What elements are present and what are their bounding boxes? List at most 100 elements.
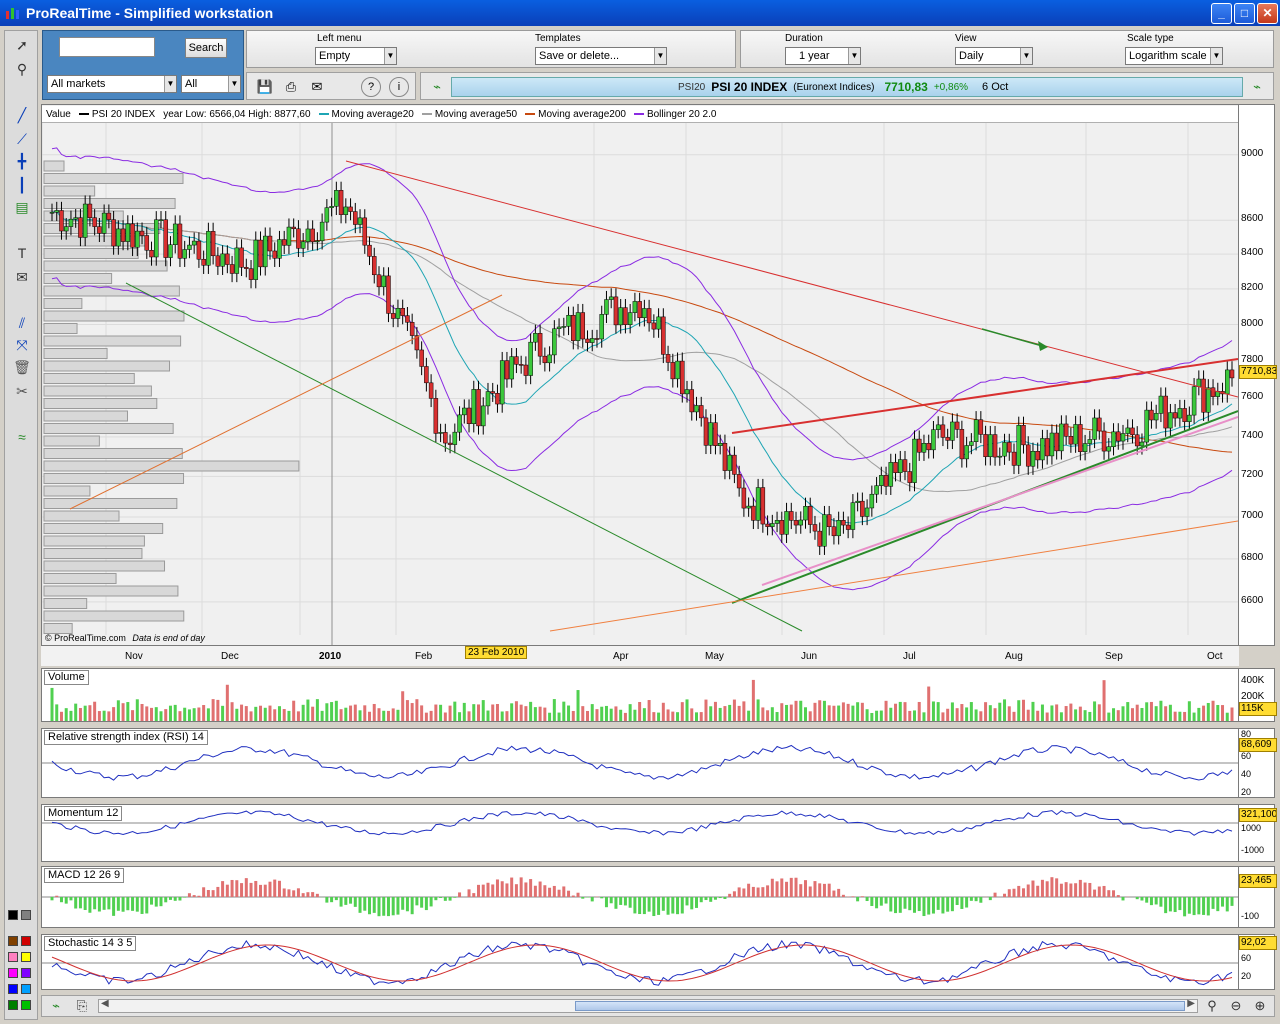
zoom-in-icon[interactable]: ⊕ (1254, 998, 1266, 1013)
indicator-line (51, 939, 1233, 986)
text-tool-icon[interactable]: T (17, 245, 27, 261)
info-icon[interactable]: i (389, 77, 409, 97)
ray-tool-icon[interactable]: ⟋ (17, 131, 27, 147)
volume-bar (822, 700, 826, 721)
volume-bar (202, 705, 206, 721)
color-swatch[interactable] (21, 1000, 31, 1010)
color-swatch[interactable] (8, 952, 18, 962)
macd-bar (396, 897, 400, 915)
legend-series-label: PSI 20 INDEX (91, 108, 156, 120)
color-swatch[interactable] (21, 984, 31, 994)
minimize-button[interactable]: _ (1211, 3, 1232, 24)
channel-tool-icon[interactable]: ⫽ (18, 315, 26, 331)
horizontal-scrollbar[interactable]: ◀ ▶ (98, 998, 1198, 1013)
macd-bar (211, 890, 215, 897)
scrollbar-thumb[interactable] (575, 1001, 1185, 1011)
zoom-select-icon[interactable]: ⚲ (1207, 998, 1217, 1013)
macd-bar (495, 879, 499, 897)
candle-body (698, 405, 704, 419)
chart-add-icon[interactable]: ⌁ (52, 998, 60, 1013)
candle-body (1116, 431, 1121, 442)
chart-new-icon[interactable]: ⌁ (433, 79, 441, 94)
macd-bar (761, 887, 765, 897)
macd-bar (657, 897, 661, 915)
color-swatch[interactable] (21, 910, 31, 920)
candle-body (632, 301, 638, 313)
volume-bar (761, 707, 765, 721)
scroll-left-icon[interactable]: ◀ (101, 998, 109, 1009)
volume-bar (500, 711, 504, 721)
zoom-icon[interactable]: ⚲ (16, 61, 28, 77)
print-icon[interactable]: ⎙ (285, 79, 297, 94)
color-swatch[interactable] (8, 910, 18, 920)
candle-body (395, 307, 401, 319)
horizontal-line-icon[interactable]: ╋ (17, 153, 27, 169)
color-swatch[interactable] (21, 952, 31, 962)
volume-profile-bar (43, 598, 88, 609)
candle-body (580, 312, 586, 340)
volume-bar (477, 704, 481, 721)
market-select[interactable]: All markets ▼ (47, 75, 177, 93)
email-icon[interactable]: ✉ (311, 79, 323, 94)
volume-bar (64, 708, 68, 721)
candle-body (921, 443, 927, 453)
vertical-line-icon[interactable]: ┃ (17, 177, 27, 193)
eod-note: Data is end of day (132, 633, 205, 643)
candle-body (433, 398, 439, 434)
volume-bar (680, 702, 684, 721)
volume-bar (150, 707, 154, 721)
link-tool-icon[interactable]: ⤧ (16, 337, 28, 353)
macd-bar (609, 897, 613, 904)
volume-bar (1164, 706, 1168, 721)
settings-icon[interactable]: ✂ (16, 383, 28, 399)
left-menu-select[interactable]: Empty ▼ (315, 47, 397, 65)
chart-config-icon[interactable]: ⌁ (1253, 79, 1261, 94)
time-axis-label: Jul (903, 651, 916, 662)
scroll-right-icon[interactable]: ▶ (1187, 998, 1195, 1009)
time-axis-label: Apr (613, 651, 629, 662)
color-swatch[interactable] (21, 936, 31, 946)
maximize-button[interactable]: □ (1234, 3, 1255, 24)
candle-body (713, 422, 718, 446)
macd-bar (121, 897, 125, 912)
candle-body (120, 228, 126, 242)
volume-bar (349, 705, 353, 721)
candle-body (367, 244, 372, 257)
templates-select[interactable]: Save or delete... ▼ (535, 47, 667, 65)
view-select[interactable]: Daily ▼ (955, 47, 1033, 65)
search-input[interactable] (59, 37, 155, 57)
close-button[interactable]: ✕ (1257, 3, 1278, 24)
color-swatch[interactable] (8, 1000, 18, 1010)
comment-icon[interactable]: ✉ (16, 269, 28, 285)
fibonacci-icon[interactable]: ▤ (15, 199, 29, 215)
color-swatch[interactable] (8, 936, 18, 946)
volume-bar (197, 707, 201, 721)
help-icon[interactable]: ? (361, 77, 381, 97)
color-swatch[interactable] (21, 968, 31, 978)
scale-type-select[interactable]: Logarithm scale ▼ (1125, 47, 1223, 65)
candle-body (694, 405, 699, 413)
pointer-icon[interactable]: ➚ (16, 37, 28, 53)
paste-icon[interactable]: ⎘ (76, 998, 88, 1013)
color-swatch[interactable] (8, 984, 18, 994)
indicator-icon[interactable]: ≈ (18, 429, 26, 445)
macd-bar (927, 897, 931, 915)
color-swatch[interactable] (8, 968, 18, 978)
macd-bar (221, 881, 225, 897)
duration-select[interactable]: 1 year ▼ (785, 47, 861, 65)
trash-icon[interactable]: 🗑 (13, 359, 31, 375)
volume-bar (159, 711, 163, 721)
search-button[interactable]: Search (185, 38, 227, 58)
volume-bar (1197, 707, 1201, 721)
candle-body (267, 235, 273, 252)
candle-body (154, 219, 159, 258)
filter-select[interactable]: All ▼ (181, 75, 241, 93)
save-icon[interactable]: 💾 (256, 79, 274, 94)
candle-body (822, 514, 827, 547)
line-tool-icon[interactable]: ╱ (17, 107, 27, 123)
volume-bar (794, 700, 798, 721)
candle-body (229, 264, 235, 274)
candle-body (438, 432, 443, 434)
zoom-out-icon[interactable]: ⊖ (1230, 998, 1242, 1013)
macd-bar (666, 897, 670, 915)
